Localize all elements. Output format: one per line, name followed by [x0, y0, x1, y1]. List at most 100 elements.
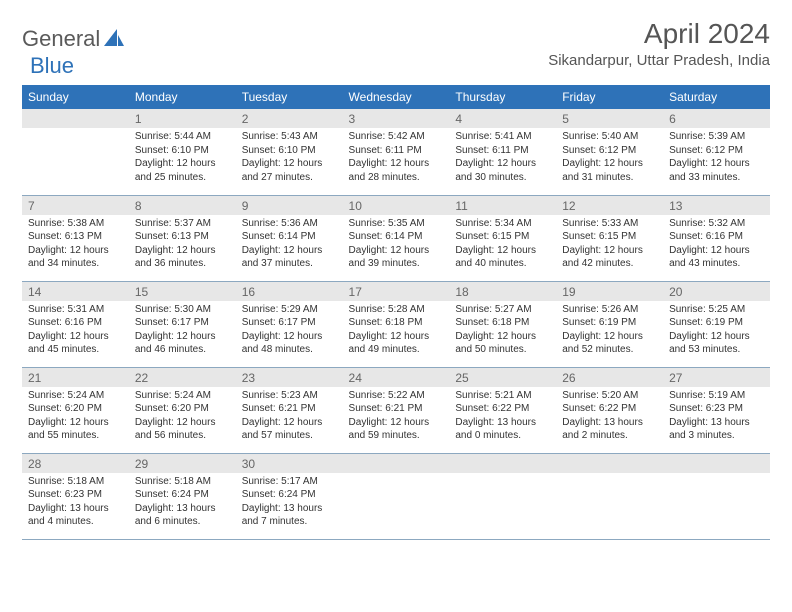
sunset-line: Sunset: 6:16 PM: [669, 230, 764, 244]
logo-sail-icon: [104, 29, 124, 52]
sunset-line: Sunset: 6:22 PM: [455, 402, 550, 416]
daylight-line: Daylight: 12 hours and 33 minutes.: [669, 157, 764, 184]
day-details: Sunrise: 5:19 AMSunset: 6:23 PMDaylight:…: [663, 387, 770, 447]
sunset-line: Sunset: 6:10 PM: [135, 144, 230, 158]
calendar-cell: [449, 453, 556, 539]
day-details: Sunrise: 5:34 AMSunset: 6:15 PMDaylight:…: [449, 215, 556, 275]
calendar-cell: 22Sunrise: 5:24 AMSunset: 6:20 PMDayligh…: [129, 367, 236, 453]
col-wednesday: Wednesday: [343, 85, 450, 109]
day-details: Sunrise: 5:17 AMSunset: 6:24 PMDaylight:…: [236, 473, 343, 533]
sunrise-line: Sunrise: 5:24 AM: [135, 389, 230, 403]
day-details: Sunrise: 5:23 AMSunset: 6:21 PMDaylight:…: [236, 387, 343, 447]
day-number: 12: [556, 196, 663, 215]
calendar-cell: [22, 109, 129, 195]
calendar-cell: 3Sunrise: 5:42 AMSunset: 6:11 PMDaylight…: [343, 109, 450, 195]
logo: General: [22, 18, 126, 52]
day-number: 22: [129, 368, 236, 387]
calendar-week: 21Sunrise: 5:24 AMSunset: 6:20 PMDayligh…: [22, 367, 770, 453]
sunset-line: Sunset: 6:11 PM: [349, 144, 444, 158]
day-number: 14: [22, 282, 129, 301]
day-number: 5: [556, 109, 663, 128]
sunset-line: Sunset: 6:24 PM: [242, 488, 337, 502]
sunset-line: Sunset: 6:24 PM: [135, 488, 230, 502]
sunrise-line: Sunrise: 5:38 AM: [28, 217, 123, 231]
calendar-cell: 27Sunrise: 5:19 AMSunset: 6:23 PMDayligh…: [663, 367, 770, 453]
month-title: April 2024: [548, 18, 770, 50]
daylight-line: Daylight: 12 hours and 27 minutes.: [242, 157, 337, 184]
day-details: Sunrise: 5:24 AMSunset: 6:20 PMDaylight:…: [129, 387, 236, 447]
calendar-cell: 17Sunrise: 5:28 AMSunset: 6:18 PMDayligh…: [343, 281, 450, 367]
day-number: 28: [22, 454, 129, 473]
calendar-cell: 4Sunrise: 5:41 AMSunset: 6:11 PMDaylight…: [449, 109, 556, 195]
sunrise-line: Sunrise: 5:17 AM: [242, 475, 337, 489]
sunrise-line: Sunrise: 5:23 AM: [242, 389, 337, 403]
calendar-cell: 1Sunrise: 5:44 AMSunset: 6:10 PMDaylight…: [129, 109, 236, 195]
day-details: Sunrise: 5:22 AMSunset: 6:21 PMDaylight:…: [343, 387, 450, 447]
day-number: [343, 454, 450, 473]
calendar-cell: 30Sunrise: 5:17 AMSunset: 6:24 PMDayligh…: [236, 453, 343, 539]
sunrise-line: Sunrise: 5:20 AM: [562, 389, 657, 403]
sunset-line: Sunset: 6:15 PM: [455, 230, 550, 244]
calendar-cell: 16Sunrise: 5:29 AMSunset: 6:17 PMDayligh…: [236, 281, 343, 367]
calendar-week: 28Sunrise: 5:18 AMSunset: 6:23 PMDayligh…: [22, 453, 770, 539]
day-number: 27: [663, 368, 770, 387]
col-saturday: Saturday: [663, 85, 770, 109]
day-details: Sunrise: 5:30 AMSunset: 6:17 PMDaylight:…: [129, 301, 236, 361]
day-number: 16: [236, 282, 343, 301]
sunset-line: Sunset: 6:12 PM: [562, 144, 657, 158]
calendar-week: 14Sunrise: 5:31 AMSunset: 6:16 PMDayligh…: [22, 281, 770, 367]
day-number: 15: [129, 282, 236, 301]
sunrise-line: Sunrise: 5:35 AM: [349, 217, 444, 231]
day-details: Sunrise: 5:27 AMSunset: 6:18 PMDaylight:…: [449, 301, 556, 361]
daylight-line: Daylight: 12 hours and 45 minutes.: [28, 330, 123, 357]
day-number: 19: [556, 282, 663, 301]
sunset-line: Sunset: 6:20 PM: [135, 402, 230, 416]
calendar-cell: 23Sunrise: 5:23 AMSunset: 6:21 PMDayligh…: [236, 367, 343, 453]
daylight-line: Daylight: 13 hours and 7 minutes.: [242, 502, 337, 529]
day-details: Sunrise: 5:38 AMSunset: 6:13 PMDaylight:…: [22, 215, 129, 275]
sunrise-line: Sunrise: 5:32 AM: [669, 217, 764, 231]
daylight-line: Daylight: 12 hours and 34 minutes.: [28, 244, 123, 271]
calendar-cell: 20Sunrise: 5:25 AMSunset: 6:19 PMDayligh…: [663, 281, 770, 367]
daylight-line: Daylight: 12 hours and 56 minutes.: [135, 416, 230, 443]
sunrise-line: Sunrise: 5:41 AM: [455, 130, 550, 144]
sunset-line: Sunset: 6:13 PM: [135, 230, 230, 244]
sunrise-line: Sunrise: 5:34 AM: [455, 217, 550, 231]
day-details: Sunrise: 5:26 AMSunset: 6:19 PMDaylight:…: [556, 301, 663, 361]
daylight-line: Daylight: 12 hours and 49 minutes.: [349, 330, 444, 357]
daylight-line: Daylight: 12 hours and 39 minutes.: [349, 244, 444, 271]
day-details: Sunrise: 5:43 AMSunset: 6:10 PMDaylight:…: [236, 128, 343, 188]
day-number: 29: [129, 454, 236, 473]
day-number: 4: [449, 109, 556, 128]
col-sunday: Sunday: [22, 85, 129, 109]
daylight-line: Daylight: 12 hours and 30 minutes.: [455, 157, 550, 184]
day-number: 23: [236, 368, 343, 387]
sunset-line: Sunset: 6:16 PM: [28, 316, 123, 330]
day-number: 13: [663, 196, 770, 215]
daylight-line: Daylight: 13 hours and 3 minutes.: [669, 416, 764, 443]
day-number: [663, 454, 770, 473]
sunset-line: Sunset: 6:13 PM: [28, 230, 123, 244]
title-block: April 2024 Sikandarpur, Uttar Pradesh, I…: [548, 18, 770, 69]
calendar-week: 1Sunrise: 5:44 AMSunset: 6:10 PMDaylight…: [22, 109, 770, 195]
day-details: Sunrise: 5:32 AMSunset: 6:16 PMDaylight:…: [663, 215, 770, 275]
day-number: 7: [22, 196, 129, 215]
calendar-cell: 11Sunrise: 5:34 AMSunset: 6:15 PMDayligh…: [449, 195, 556, 281]
calendar-cell: 25Sunrise: 5:21 AMSunset: 6:22 PMDayligh…: [449, 367, 556, 453]
day-details: Sunrise: 5:25 AMSunset: 6:19 PMDaylight:…: [663, 301, 770, 361]
day-number: 20: [663, 282, 770, 301]
day-number: 8: [129, 196, 236, 215]
calendar-cell: 15Sunrise: 5:30 AMSunset: 6:17 PMDayligh…: [129, 281, 236, 367]
calendar-cell: 14Sunrise: 5:31 AMSunset: 6:16 PMDayligh…: [22, 281, 129, 367]
day-number: 2: [236, 109, 343, 128]
day-details: Sunrise: 5:20 AMSunset: 6:22 PMDaylight:…: [556, 387, 663, 447]
day-header-row: Sunday Monday Tuesday Wednesday Thursday…: [22, 85, 770, 109]
sunrise-line: Sunrise: 5:19 AM: [669, 389, 764, 403]
day-details: Sunrise: 5:39 AMSunset: 6:12 PMDaylight:…: [663, 128, 770, 188]
calendar-cell: 13Sunrise: 5:32 AMSunset: 6:16 PMDayligh…: [663, 195, 770, 281]
sunset-line: Sunset: 6:15 PM: [562, 230, 657, 244]
sunrise-line: Sunrise: 5:29 AM: [242, 303, 337, 317]
calendar-cell: [343, 453, 450, 539]
sunrise-line: Sunrise: 5:44 AM: [135, 130, 230, 144]
daylight-line: Daylight: 13 hours and 6 minutes.: [135, 502, 230, 529]
